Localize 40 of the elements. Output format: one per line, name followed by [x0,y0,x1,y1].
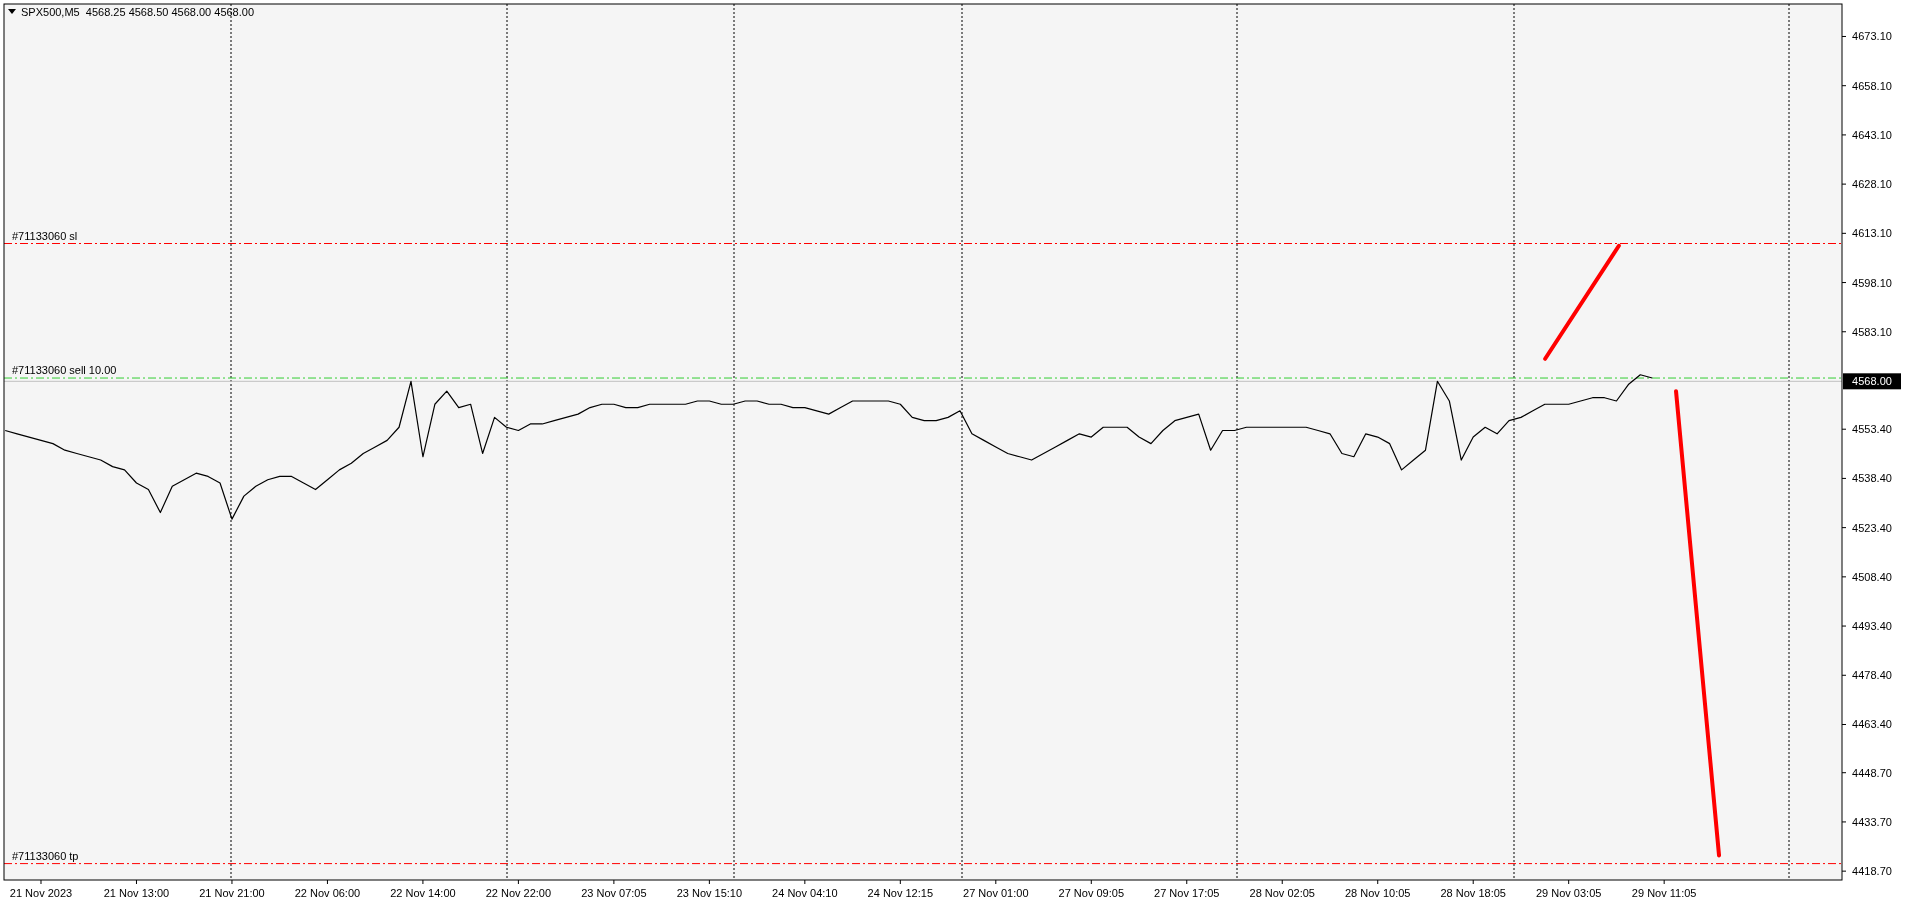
y-tick-label: 4478.40 [1852,669,1892,682]
y-tick-label: 4418.70 [1852,865,1892,878]
x-tick-label: 21 Nov 2023 [9,887,73,899]
y-tick-label: 4463.40 [1852,718,1892,731]
x-tick-label: 28 Nov 18:05 [1440,887,1506,899]
x-tick-label: 27 Nov 09:05 [1058,887,1124,899]
ref-line-label: #71133060 sl [12,229,78,242]
x-tick-label: 28 Nov 10:05 [1345,887,1411,899]
y-tick-label: 4598.10 [1852,276,1892,289]
y-tick-label: 4433.70 [1852,815,1892,828]
x-tick-label: 27 Nov 17:05 [1154,887,1220,899]
y-tick-label: 4673.10 [1852,30,1892,43]
ref-line-label: 4568.00 [1852,375,1892,388]
x-tick-label: 24 Nov 04:10 [772,887,838,899]
y-tick-label: 4658.10 [1852,79,1892,92]
x-tick-label: 23 Nov 15:10 [676,887,743,899]
y-tick-label: 4538.40 [1852,472,1892,485]
x-tick-label: 27 Nov 01:00 [963,887,1029,899]
y-tick-label: 4643.10 [1852,128,1892,141]
x-tick-label: 21 Nov 13:00 [103,887,170,899]
x-tick-label: 21 Nov 21:00 [199,887,265,899]
y-tick-label: 4523.40 [1852,521,1892,534]
x-tick-label: 28 Nov 02:05 [1249,887,1315,899]
y-tick-label: 4493.40 [1852,620,1892,633]
chart-title: SPX500,M5 4568.25 4568.50 4568.00 4568.00 [21,6,255,18]
ref-line-label: #71133060 tp [12,849,79,862]
y-tick-label: 4628.10 [1852,178,1892,191]
x-tick-label: 29 Nov 11:05 [1631,887,1697,899]
x-tick-label: 29 Nov 03:05 [1535,887,1602,899]
x-tick-label: 22 Nov 22:00 [485,887,552,899]
x-tick-label: 24 Nov 12:15 [867,887,934,899]
ref-line-label: #71133060 sell 10.00 [12,364,117,377]
y-tick-label: 4613.10 [1852,227,1892,240]
y-tick-label: 4448.70 [1852,766,1892,779]
x-tick-label: 23 Nov 07:05 [581,887,647,899]
y-tick-label: 4508.40 [1852,570,1892,583]
x-tick-label: 22 Nov 14:00 [390,887,456,899]
x-tick-label: 22 Nov 06:00 [294,887,361,899]
y-tick-label: 4553.40 [1852,423,1892,436]
y-tick-label: 4583.10 [1852,325,1892,338]
